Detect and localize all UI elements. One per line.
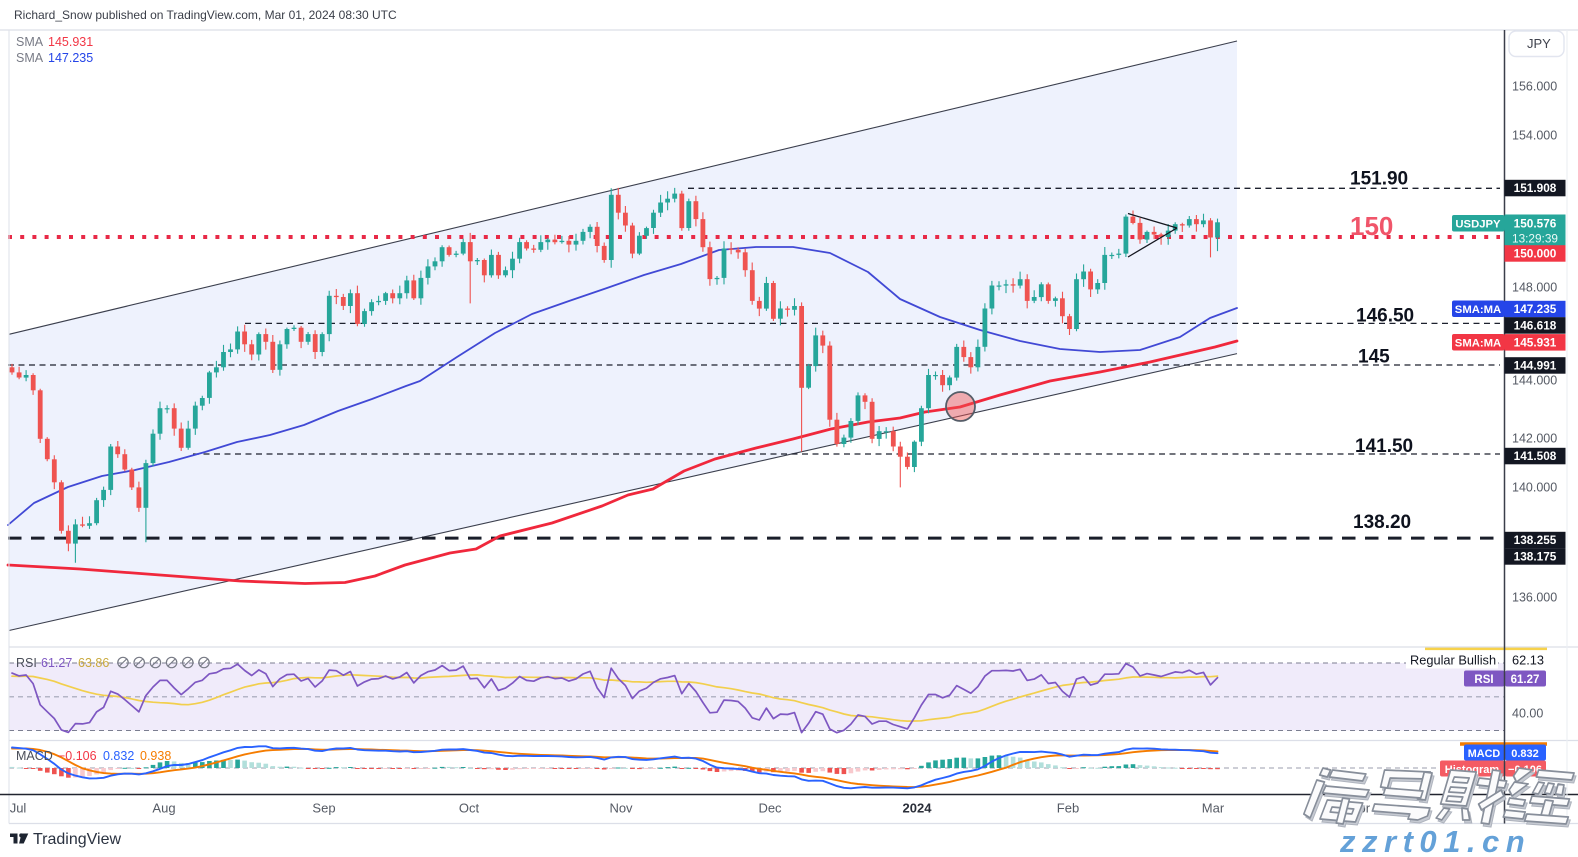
- svg-text:13:29:39: 13:29:39: [1512, 232, 1558, 246]
- svg-text:61.27: 61.27: [1511, 674, 1540, 686]
- svg-text:146.50: 146.50: [1356, 306, 1414, 327]
- svg-text:SMA:MA: SMA:MA: [1455, 304, 1501, 316]
- svg-text:SMA: SMA: [16, 51, 44, 65]
- svg-text:147.235: 147.235: [48, 51, 93, 65]
- svg-text:148.000: 148.000: [1512, 281, 1557, 295]
- svg-text:145.931: 145.931: [48, 35, 93, 49]
- svg-text:63.86: 63.86: [78, 656, 109, 670]
- svg-text:138.175: 138.175: [1514, 550, 1557, 564]
- svg-text:146.618: 146.618: [1514, 319, 1557, 333]
- svg-text:138.255: 138.255: [1514, 533, 1557, 547]
- svg-text:Jul: Jul: [10, 801, 27, 816]
- svg-text:138.20: 138.20: [1353, 512, 1411, 533]
- svg-text:TradingView: TradingView: [33, 831, 121, 848]
- svg-text:Sep: Sep: [312, 801, 335, 816]
- svg-text:142.000: 142.000: [1512, 432, 1557, 446]
- svg-text:MACD: MACD: [1468, 748, 1501, 760]
- svg-text:62.13: 62.13: [1512, 653, 1544, 668]
- svg-text:Dec: Dec: [758, 801, 782, 816]
- svg-text:61.27: 61.27: [41, 656, 72, 670]
- svg-text:150.000: 150.000: [1514, 247, 1557, 261]
- svg-text:150: 150: [1350, 211, 1393, 241]
- svg-text:2024: 2024: [903, 801, 933, 816]
- svg-text:USDJPY: USDJPY: [1455, 219, 1501, 231]
- svg-text:Regular Bullish: Regular Bullish: [1410, 653, 1496, 668]
- svg-text:0.938: 0.938: [140, 749, 171, 763]
- svg-text:SMA:MA: SMA:MA: [1455, 338, 1501, 350]
- svg-text:Richard_Snow published on Trad: Richard_Snow published on TradingView.co…: [14, 8, 397, 22]
- svg-text:145.931: 145.931: [1514, 336, 1557, 350]
- svg-text:151.90: 151.90: [1350, 169, 1408, 190]
- svg-text:0.832: 0.832: [103, 749, 134, 763]
- svg-text:RSI: RSI: [16, 656, 37, 670]
- svg-text:40.00: 40.00: [1512, 707, 1543, 721]
- svg-text:Aug: Aug: [152, 801, 175, 816]
- svg-text:Nov: Nov: [609, 801, 633, 816]
- svg-text:140.000: 140.000: [1512, 481, 1557, 495]
- svg-text:141.508: 141.508: [1514, 449, 1557, 463]
- svg-text:0.832: 0.832: [1511, 748, 1539, 760]
- svg-text:144.000: 144.000: [1512, 374, 1557, 388]
- svg-text:Mar: Mar: [1202, 801, 1225, 816]
- svg-text:136.000: 136.000: [1512, 591, 1557, 605]
- svg-text:−0.106: −0.106: [58, 749, 97, 763]
- svg-text:145: 145: [1358, 347, 1390, 368]
- svg-text:154.000: 154.000: [1512, 129, 1557, 143]
- svg-text:MACD: MACD: [16, 749, 53, 763]
- svg-text:JPY: JPY: [1527, 36, 1551, 51]
- svg-text:150.576: 150.576: [1514, 217, 1557, 231]
- svg-text:144.991: 144.991: [1514, 359, 1557, 373]
- svg-text:SMA: SMA: [16, 35, 44, 49]
- svg-text:151.908: 151.908: [1514, 181, 1557, 195]
- svg-text:Oct: Oct: [459, 801, 480, 816]
- svg-text:141.50: 141.50: [1355, 436, 1413, 457]
- svg-text:Feb: Feb: [1057, 801, 1079, 816]
- svg-text:RSI: RSI: [1474, 674, 1493, 686]
- svg-text:147.235: 147.235: [1514, 302, 1557, 316]
- svg-text:156.000: 156.000: [1512, 80, 1557, 94]
